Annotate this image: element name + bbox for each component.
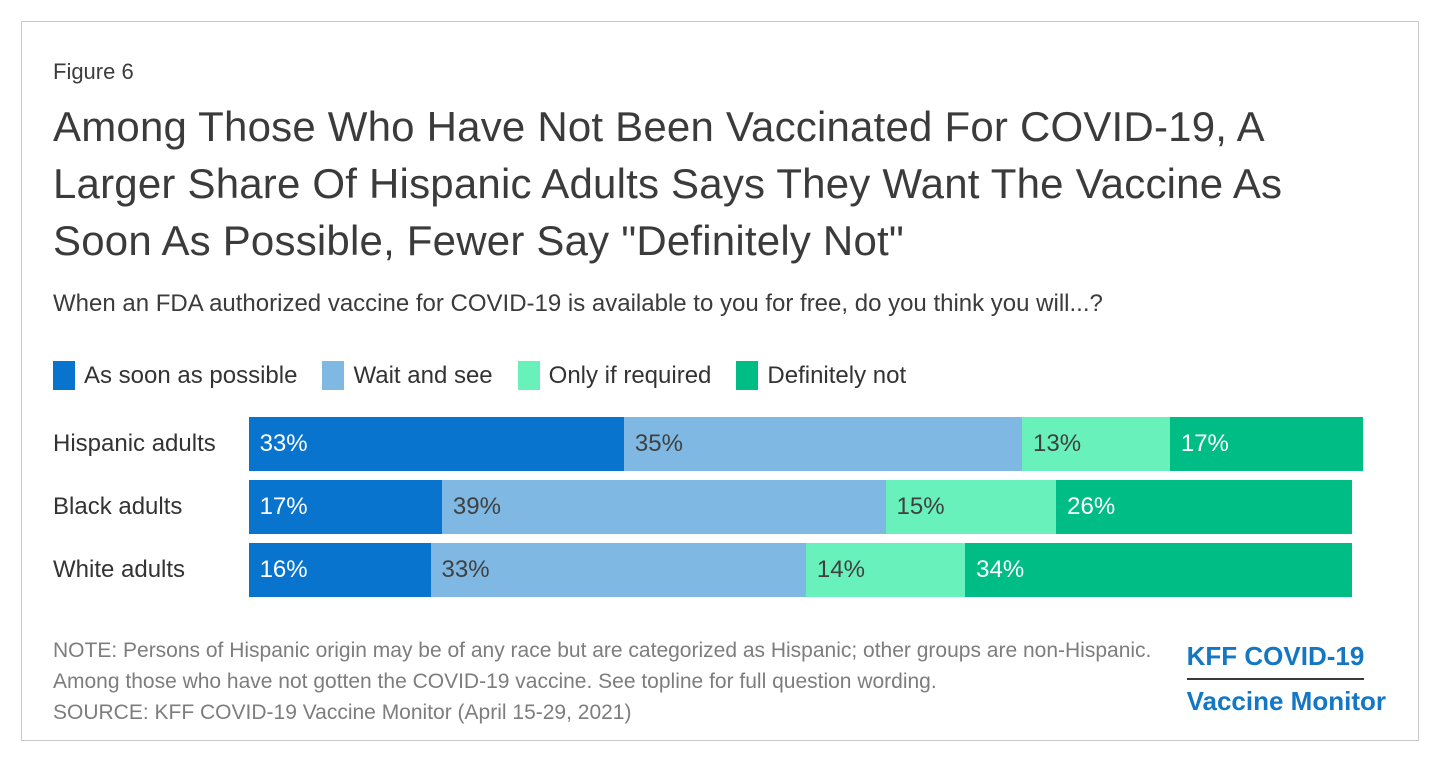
legend-item-1: Wait and see	[322, 361, 493, 390]
legend-swatch-icon	[517, 361, 540, 390]
bar-segment: 16%	[248, 543, 431, 597]
logo-line1: KFF COVID-19	[1186, 641, 1365, 680]
logo-line2: Vaccine Monitor	[1186, 686, 1386, 716]
row-label: Black adults	[53, 493, 183, 520]
legend-label: Only if required	[548, 361, 712, 389]
bar-segment: 13%	[1022, 417, 1170, 471]
bar-value-label: 16%	[259, 556, 308, 583]
bar-segment: 35%	[623, 417, 1022, 471]
bar-value-label: 39%	[452, 493, 501, 520]
chart-title: Among Those Who Have Not Been Vaccinated…	[53, 103, 1283, 264]
bar-segment: 14%	[805, 543, 966, 597]
bar-value-label: 17%	[259, 493, 308, 520]
bar-row: Hispanic adults 33% 35% 13% 17%	[53, 417, 1386, 471]
legend-swatch-icon	[53, 361, 75, 390]
bar-value-label: 14%	[816, 556, 865, 583]
figure-label: Figure 6	[53, 59, 134, 84]
bar-value-label: 15%	[896, 493, 945, 520]
figure-card: Figure 6 Among Those Who Have Not Been V…	[21, 21, 1419, 741]
legend-label: Definitely not	[767, 361, 907, 389]
bar-track: 33% 35% 13% 17%	[248, 417, 1386, 471]
bar-segment: 17%	[248, 480, 442, 534]
bar-value-label: 17%	[1180, 430, 1229, 457]
bar-value-label: 13%	[1033, 430, 1082, 457]
bar-value-label: 33%	[441, 556, 490, 583]
legend-label: Wait and see	[353, 361, 493, 389]
kff-vaccine-monitor-logo: KFF COVID-19 Vaccine Monitor	[1186, 641, 1386, 716]
legend-label: As soon as possible	[84, 361, 298, 389]
legend-swatch-icon	[322, 361, 345, 390]
bar-segment: 26%	[1056, 480, 1352, 534]
legend-item-0: As soon as possible	[53, 361, 297, 390]
note-text: NOTE: Persons of Hispanic origin may be …	[53, 639, 1152, 693]
bar-value-label: 33%	[259, 430, 308, 457]
bar-row: White adults 16% 33% 14% 34%	[53, 543, 1386, 597]
bar-segment: 34%	[965, 543, 1352, 597]
chart-rows: Hispanic adults 33% 35% 13% 17% Black adults 1…	[53, 417, 1386, 597]
bar-row: Black adults 17% 39% 15% 26%	[53, 480, 1386, 534]
row-label: White adults	[53, 556, 186, 583]
bar-track: 16% 33% 14% 34%	[248, 543, 1386, 597]
bar-segment: 33%	[248, 417, 624, 471]
bar-value-label: 34%	[976, 556, 1025, 583]
bar-segment: 33%	[430, 543, 806, 597]
bar-value-label: 26%	[1067, 493, 1116, 520]
legend-item-2: Only if required	[517, 361, 712, 390]
legend: As soon as possible Wait and see Only if r…	[53, 361, 1386, 390]
bar-segment: 39%	[441, 480, 886, 534]
legend-item-3: Definitely not	[736, 361, 906, 390]
footer: NOTE: Persons of Hispanic origin may be …	[53, 635, 1386, 728]
bar-value-label: 35%	[634, 430, 683, 457]
source-text: SOURCE: KFF COVID-19 Vaccine Monitor (Ap…	[53, 701, 632, 724]
bar-segment: 15%	[885, 480, 1057, 534]
row-label: Hispanic adults	[53, 430, 216, 457]
bar-track: 17% 39% 15% 26%	[248, 480, 1386, 534]
chart-subtitle: When an FDA authorized vaccine for COVID…	[53, 290, 1103, 317]
legend-swatch-icon	[736, 361, 759, 390]
footnotes: NOTE: Persons of Hispanic origin may be …	[53, 635, 1158, 728]
bar-segment: 17%	[1169, 417, 1364, 471]
